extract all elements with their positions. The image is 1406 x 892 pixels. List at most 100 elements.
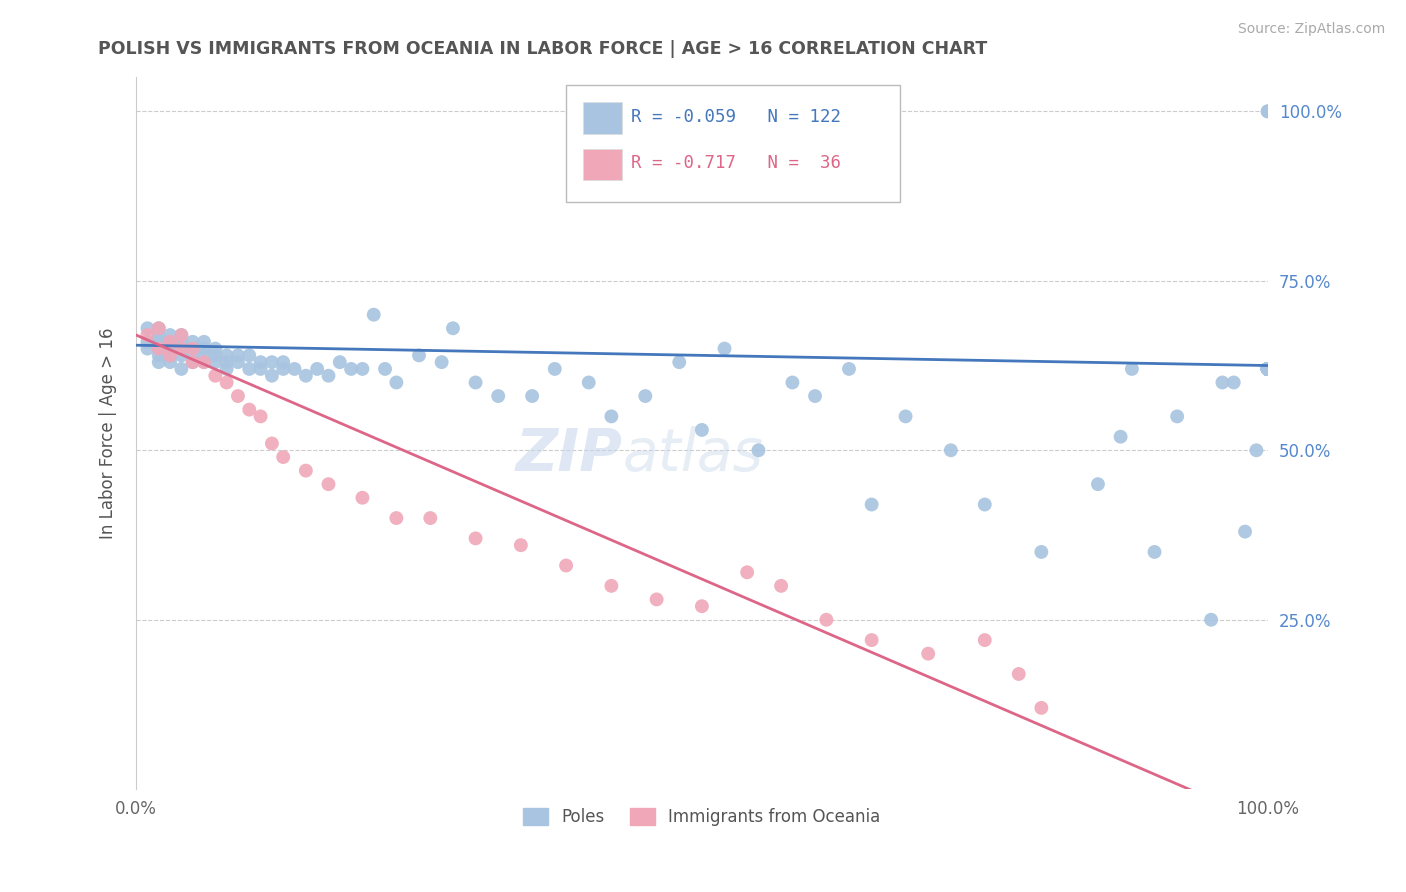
Text: atlas: atlas xyxy=(623,426,763,483)
Point xyxy=(181,342,204,356)
Point xyxy=(1257,104,1279,119)
Point xyxy=(181,355,204,369)
FancyBboxPatch shape xyxy=(583,103,621,134)
Point xyxy=(1257,362,1279,376)
Point xyxy=(1257,362,1279,376)
Point xyxy=(464,376,486,390)
Point xyxy=(159,328,181,343)
Point xyxy=(170,342,193,356)
Point xyxy=(1031,701,1053,715)
FancyBboxPatch shape xyxy=(567,85,900,202)
Point xyxy=(1257,362,1279,376)
Point xyxy=(747,443,769,458)
Point xyxy=(1257,362,1279,376)
Point xyxy=(136,342,159,356)
Point xyxy=(1257,362,1279,376)
Point xyxy=(1257,362,1279,376)
Text: Source: ZipAtlas.com: Source: ZipAtlas.com xyxy=(1237,22,1385,37)
Point xyxy=(170,362,193,376)
Point xyxy=(307,362,329,376)
Point xyxy=(1109,430,1132,444)
Point xyxy=(1257,362,1279,376)
Point xyxy=(385,376,408,390)
Point xyxy=(782,376,804,390)
Point xyxy=(249,362,271,376)
Point xyxy=(159,355,181,369)
Point xyxy=(600,409,623,424)
Point xyxy=(374,362,396,376)
Point xyxy=(509,538,531,552)
Point xyxy=(600,579,623,593)
Point xyxy=(1257,362,1279,376)
Legend: Poles, Immigrants from Oceania: Poles, Immigrants from Oceania xyxy=(515,799,889,834)
Point xyxy=(1257,362,1279,376)
Point xyxy=(1257,362,1279,376)
Point xyxy=(1257,362,1279,376)
Point xyxy=(181,342,204,356)
Point xyxy=(634,389,657,403)
Point xyxy=(136,328,159,343)
Point xyxy=(1008,667,1031,681)
Point xyxy=(215,348,238,362)
Point xyxy=(1121,362,1143,376)
Point xyxy=(1246,443,1268,458)
Point xyxy=(249,409,271,424)
Point xyxy=(238,402,260,417)
Point xyxy=(159,334,181,349)
Point xyxy=(1257,362,1279,376)
Point xyxy=(193,348,215,362)
Point xyxy=(159,348,181,362)
Point xyxy=(204,368,226,383)
Point xyxy=(295,368,318,383)
Point xyxy=(430,355,453,369)
Point xyxy=(204,342,226,356)
Point xyxy=(148,321,170,335)
Point xyxy=(838,362,860,376)
Point xyxy=(148,348,170,362)
Point xyxy=(770,579,793,593)
Point xyxy=(917,647,939,661)
Point xyxy=(226,355,249,369)
Point xyxy=(159,348,181,362)
Point xyxy=(1257,362,1279,376)
Point xyxy=(271,355,294,369)
Point xyxy=(408,348,430,362)
Point xyxy=(1257,104,1279,119)
Point xyxy=(939,443,962,458)
Point xyxy=(690,599,713,614)
Point xyxy=(464,532,486,546)
Point xyxy=(193,355,215,369)
Point xyxy=(1257,362,1279,376)
Point xyxy=(1257,362,1279,376)
Point xyxy=(441,321,464,335)
Point xyxy=(1257,362,1279,376)
Point xyxy=(363,308,385,322)
Point xyxy=(193,334,215,349)
FancyBboxPatch shape xyxy=(583,149,621,180)
Point xyxy=(148,321,170,335)
Point xyxy=(1257,362,1279,376)
Point xyxy=(148,342,170,356)
Point xyxy=(860,633,883,648)
Point xyxy=(181,355,204,369)
Point xyxy=(1199,613,1222,627)
Point xyxy=(1166,409,1188,424)
Point xyxy=(520,389,543,403)
Point xyxy=(136,334,159,349)
Point xyxy=(713,342,735,356)
Point xyxy=(215,376,238,390)
Point xyxy=(148,342,170,356)
Point xyxy=(1257,362,1279,376)
Point xyxy=(1257,362,1279,376)
Text: R = -0.717   N =  36: R = -0.717 N = 36 xyxy=(631,153,841,172)
Point xyxy=(340,362,363,376)
Point xyxy=(1222,376,1244,390)
Point xyxy=(1257,362,1279,376)
Point xyxy=(578,376,600,390)
Point xyxy=(352,362,374,376)
Point xyxy=(170,328,193,343)
Point xyxy=(690,423,713,437)
Point xyxy=(271,450,294,464)
Point xyxy=(148,342,170,356)
Point xyxy=(860,498,883,512)
